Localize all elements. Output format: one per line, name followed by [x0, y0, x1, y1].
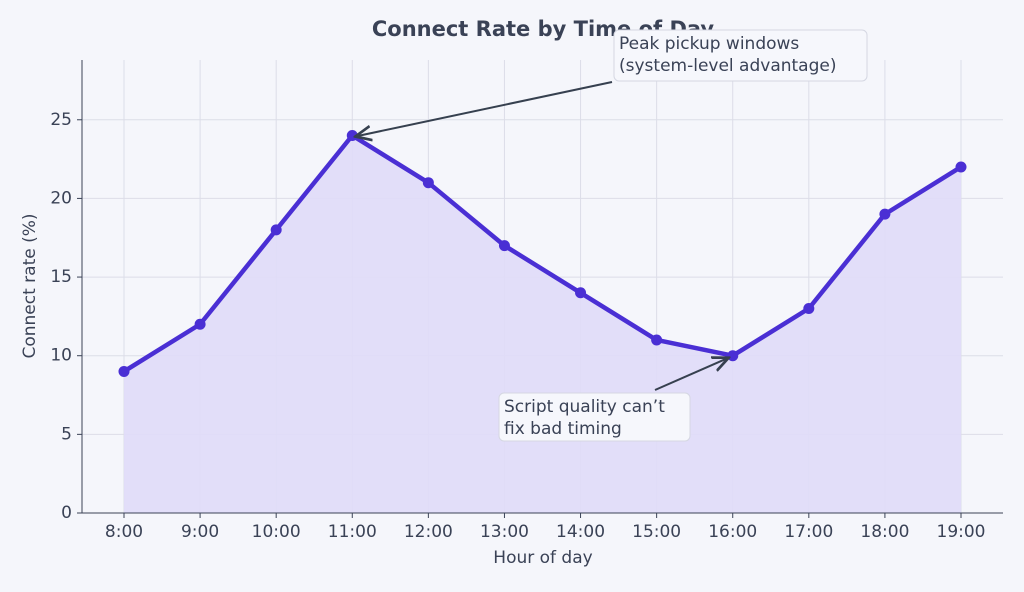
annotation-box [498, 392, 691, 442]
point [879, 208, 891, 220]
area [124, 135, 961, 513]
y-axis-label: Connect rate (%) [20, 213, 40, 358]
y-tick-label: 0 [61, 503, 72, 523]
x-tick-label: 12:00 [404, 522, 453, 542]
x-tick-label: 11:00 [328, 522, 377, 542]
x-tick-label: 17:00 [784, 522, 833, 542]
y-tick-label: 5 [61, 424, 72, 444]
annotation-arrow [654, 358, 729, 391]
y-tick-label: 20 [50, 188, 72, 208]
point [575, 287, 587, 299]
y-tick-label: 10 [50, 346, 72, 366]
point [651, 334, 663, 346]
point [955, 161, 967, 173]
x-axis-label: Hour of day [493, 548, 592, 568]
point [194, 318, 206, 330]
x-tick-label: 19:00 [937, 522, 986, 542]
point [727, 350, 739, 362]
x-tick-label: 9:00 [181, 522, 219, 542]
annotation-text: fix bad timing [504, 419, 622, 439]
point [422, 177, 434, 189]
annotation-text: Script quality can’t [504, 397, 665, 417]
x-tick-label: 18:00 [860, 522, 909, 542]
x-tick-label: 10:00 [252, 522, 301, 542]
annotation-arrow [355, 81, 613, 137]
line [122, 133, 963, 374]
point [118, 365, 130, 377]
annotation-text: Peak pickup windows [619, 34, 799, 54]
x-tick-label: 13:00 [480, 522, 529, 542]
x-tick-label: 14:00 [556, 522, 605, 542]
annotation-box [613, 29, 868, 82]
annotation-text: (system-level advantage) [619, 56, 836, 76]
y-tick-label: 25 [50, 110, 72, 130]
x-tick-label: 15:00 [632, 522, 681, 542]
point [803, 303, 815, 315]
y-tick-label: 15 [50, 267, 72, 287]
x-tick-label: 16:00 [708, 522, 757, 542]
point [270, 224, 282, 236]
x-tick-label: 8:00 [105, 522, 143, 542]
point [498, 240, 510, 252]
